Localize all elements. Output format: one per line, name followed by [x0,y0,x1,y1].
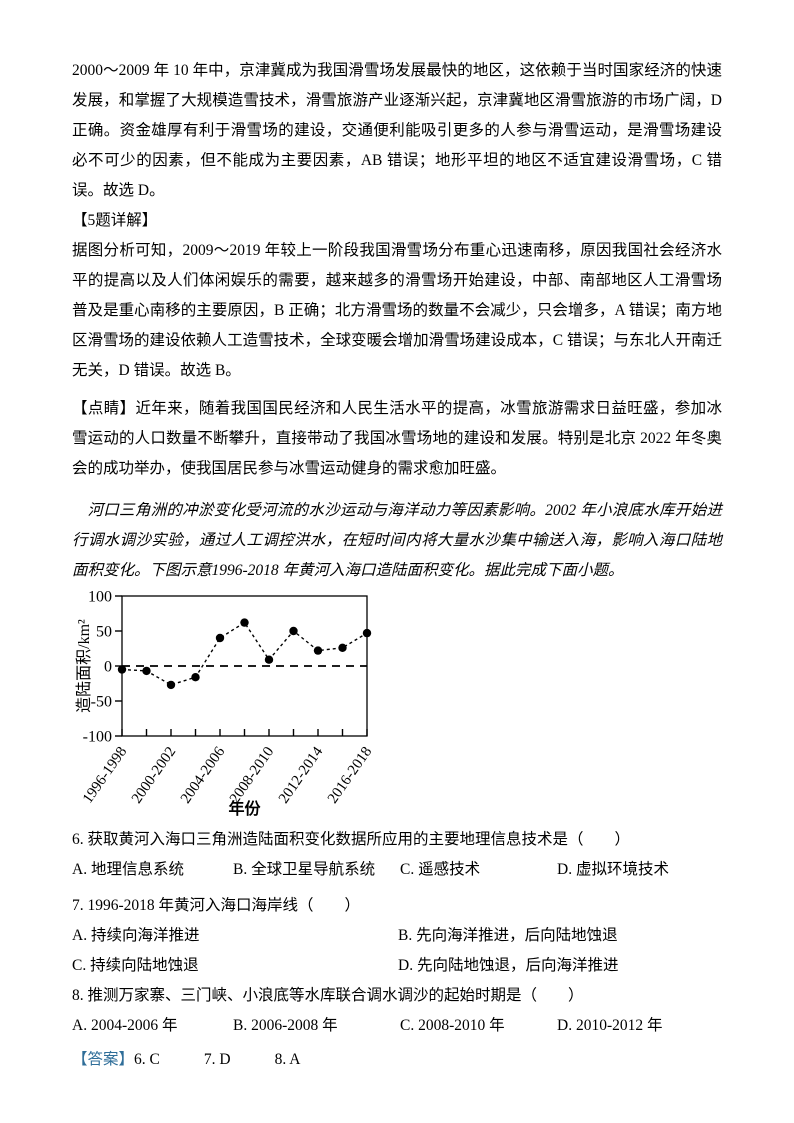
option-c: C. 持续向陆地蚀退 [72,957,199,974]
x-tick-label: 2008-2010 [227,744,277,806]
data-point [313,646,323,655]
option-b: B. 全球卫星导航系统 [233,861,376,878]
land-area-change-chart-svg: 100 50 0 -50 -1001996-19982000-20022004-2006… [75,589,375,819]
y-tick-label: -100 [83,729,112,746]
option-a: A. 2004-2006 年 [72,1017,178,1034]
option-b: B. 先向海洋推进，后向陆地蚀退 [398,927,618,944]
question-6-stem: 6. 获取黄河入海口三角洲造陆面积变化数据所应用的主要地理信息技术是（ ） [72,831,631,848]
option-d: D. 虚拟环境技术 [557,861,669,878]
data-point [117,665,127,674]
question-6: 6. 获取黄河入海口三角洲造陆面积变化数据所应用的主要地理信息技术是（ ） A.… [72,825,722,885]
option-d: D. 先向陆地蚀退，后向海洋推进 [398,957,619,974]
x-axis-label: 年份 [228,799,261,818]
question-8-options: A. 2004-2006 年 B. 2006-2008 年 C. 2008-20… [72,1011,722,1041]
y-tick-label: -50 [91,694,112,711]
data-point [289,626,298,636]
answer-item-7: 7. D [203,1051,231,1068]
data-point [240,618,249,627]
question-7-options-row2: C. 持续向陆地蚀退 D. 先向陆地蚀退，后向海洋推进 [72,951,722,981]
x-tick-label: 2012-2014 [276,744,327,807]
option-c: C. 2008-2010 年 [400,1017,505,1034]
tip-paragraph: 【点睛】近年来，随着我国国民经济和人民生活水平的提高，冰雪旅游需求日益旺盛，参加… [72,400,722,477]
data-point [191,673,200,682]
land-area-change-chart: 100 50 0 -50 -100 1996-1998 2000-2002 2004-2006… [75,588,722,825]
plot-frame [121,595,368,737]
y-tick-label: 50 [96,624,112,641]
question-7-stem: 7. 1996-2018 年黄河入海口海岸线（ ） [72,897,361,914]
y-tick-label: 100 [88,589,112,606]
question-7: 7. 1996-2018 年黄河入海口海岸线（ ） A. 持续向海洋推进 B. … [72,891,722,981]
x-tick-label: 2000-2002 [129,744,179,806]
answer-item-6: 6. C [134,1051,160,1068]
data-point [166,680,176,690]
y-axis-label: 造陆面积/km² [75,619,93,713]
reading-passage: 河口三角洲的冲淤变化受河流的水沙运动与海洋动力等因素影响。2002 年小浪底水库… [72,502,722,579]
data-point [215,633,225,643]
option-d: D. 2010-2012 年 [557,1017,663,1034]
answer-item-8: 8. A [274,1051,301,1068]
data-point [142,666,151,676]
option-a: A. 地理信息系统 [72,861,184,878]
explanation-question4: 2000～2009 年 10 年中，京津冀成为我国滑雪场发展最快的地区，这依赖于… [72,62,722,199]
data-point [264,655,274,664]
question-8: 8. 推测万家寨、三门峡、小浪底等水库联合调水调沙的起始时期是（ ） A. 20… [72,981,722,1041]
option-b: B. 2006-2008 年 [233,1017,338,1034]
y-tick-label: 0 [104,659,112,676]
answer-key-line: 【答案】 6. C 7. D 8. A [72,1045,722,1075]
explanation-question5: 据图分析可知，2009～2019 年较上一阶段我国滑雪场分布重心迅速南移，原因我… [72,242,722,379]
question5-detail-label: 【5题详解】 [72,212,158,229]
data-point [362,628,372,638]
question-7-options-row1: A. 持续向海洋推进 B. 先向海洋推进，后向陆地蚀退 [72,921,722,951]
x-tick-label: 2016-2018 [325,744,375,806]
question-8-stem: 8. 推测万家寨、三门峡、小浪底等水库联合调水调沙的起始时期是（ ） [72,987,584,1004]
data-line [121,621,368,686]
option-a: A. 持续向海洋推进 [72,927,200,944]
answer-key-label: 【答案】 [72,1051,135,1068]
x-tick-label: 2004-2006 [178,744,229,807]
data-point [338,643,347,652]
question-6-options: A. 地理信息系统 B. 全球卫星导航系统 C. 遥感技术 D. 虚拟环境技术 [72,855,722,885]
option-c: C. 遥感技术 [400,861,481,878]
x-tick-label: 1996-1998 [80,744,130,806]
